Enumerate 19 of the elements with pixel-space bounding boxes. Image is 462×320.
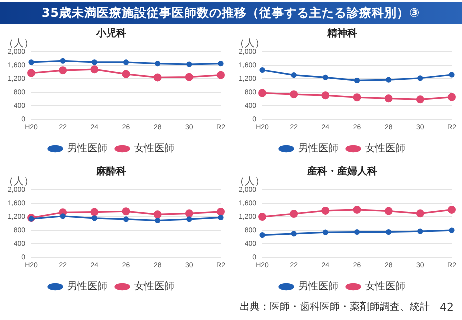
chart-title: 小児科 — [96, 28, 126, 40]
y-axis-title: （人） — [235, 176, 265, 188]
source-note: 出典：医師・歯科医師・薬剤師調査、統計 — [240, 300, 430, 314]
legend-label: 男性医師 — [68, 280, 108, 293]
legend-label: 女性医師 — [134, 280, 174, 293]
chart-title: 精神科 — [326, 28, 358, 40]
legend-label: 男性医師 — [298, 280, 338, 293]
y-axis-title: （人） — [4, 176, 34, 188]
legend-label: 女性医師 — [366, 280, 406, 293]
y-axis-title: （人） — [4, 38, 34, 50]
text: 42 — [440, 301, 454, 314]
chart-title: 麻酔科 — [96, 166, 126, 178]
legend-label: 女性医師 — [366, 142, 406, 155]
chart-title: 産科・産婦人科 — [306, 166, 378, 178]
y-axis-title: （人） — [235, 38, 265, 50]
legend-label: 女性医師 — [134, 142, 174, 155]
legend-label: 男性医師 — [68, 142, 108, 155]
text: 35歳未満医療施設従事医師数の推移（従事する主たる診療科別）③ — [0, 2, 462, 24]
legend-label: 男性医師 — [298, 142, 338, 155]
